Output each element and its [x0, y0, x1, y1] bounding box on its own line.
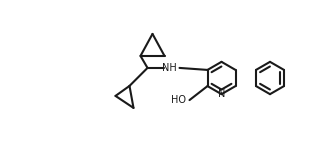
Text: NH: NH [162, 63, 177, 73]
Text: N: N [218, 89, 225, 99]
Text: HO: HO [170, 95, 186, 105]
